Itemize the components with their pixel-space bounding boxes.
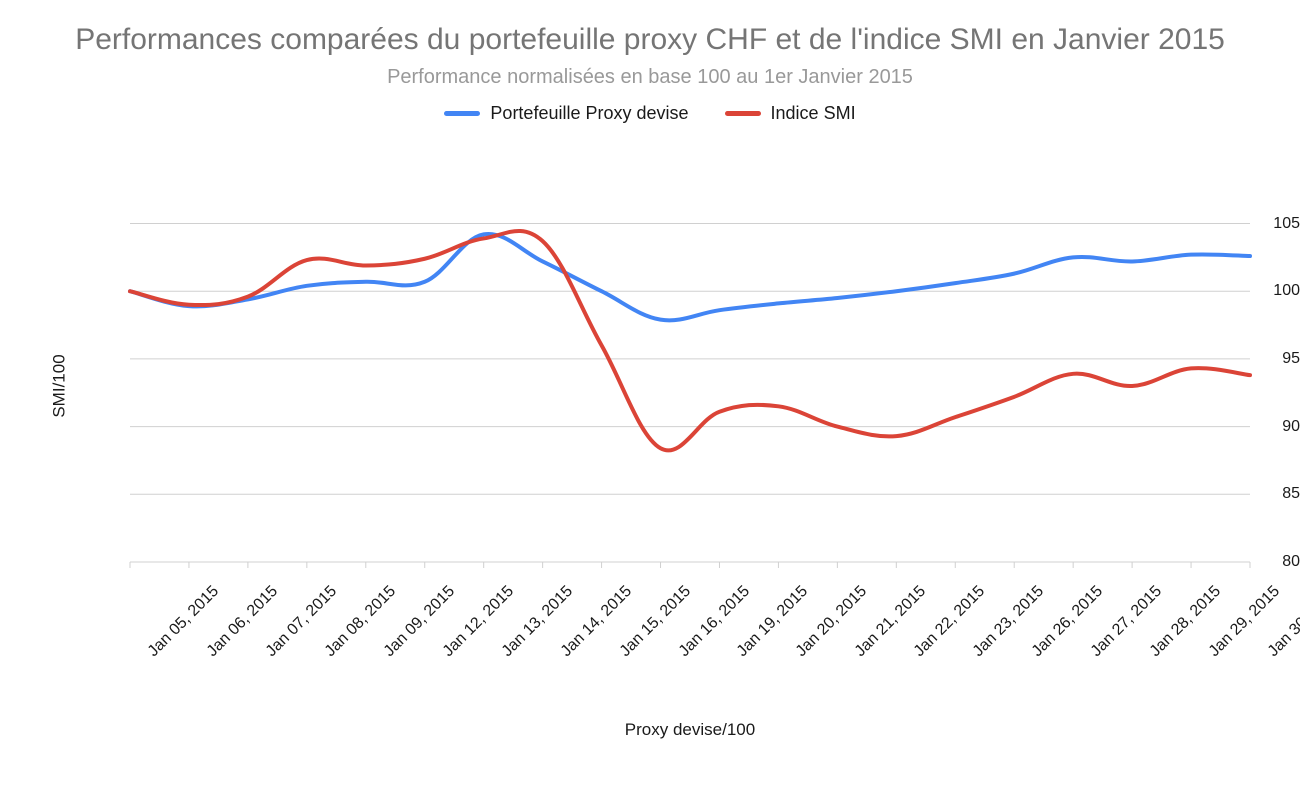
chart-subtitle: Performance normalisées en base 100 au 1… — [0, 66, 1300, 89]
chart-container: Performances comparées du portefeuille p… — [0, 0, 1300, 802]
legend-swatch-smi — [725, 111, 761, 116]
y-axis-label: SMI/100 — [50, 354, 70, 417]
plot-area — [130, 210, 1250, 562]
legend-label-smi: Indice SMI — [771, 103, 856, 124]
x-axis-label: Proxy devise/100 — [130, 720, 1250, 740]
legend: Portefeuille Proxy devise Indice SMI — [0, 103, 1300, 124]
chart-title: Performances comparées du portefeuille p… — [0, 0, 1300, 58]
legend-item-proxy: Portefeuille Proxy devise — [444, 103, 688, 124]
legend-item-smi: Indice SMI — [725, 103, 856, 124]
series-line — [130, 234, 1250, 320]
legend-swatch-proxy — [444, 111, 480, 116]
legend-label-proxy: Portefeuille Proxy devise — [490, 103, 688, 124]
series-line — [130, 231, 1250, 450]
